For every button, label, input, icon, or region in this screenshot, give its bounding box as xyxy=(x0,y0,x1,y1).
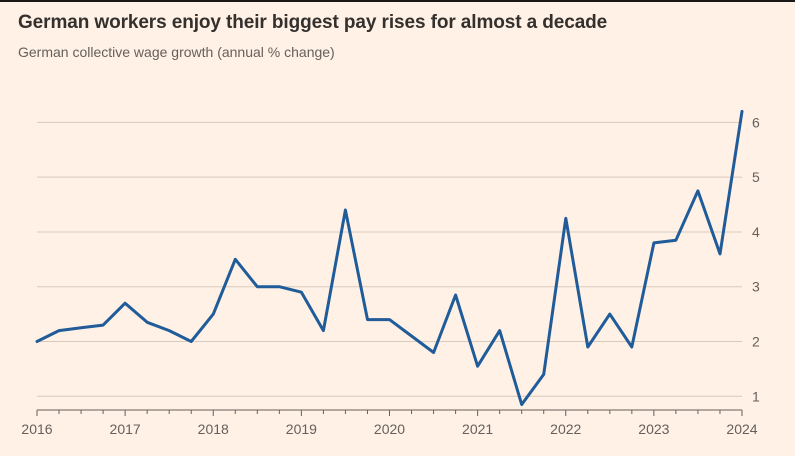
x-axis-tick-label: 2019 xyxy=(286,421,317,437)
y-axis-tick-label: 1 xyxy=(752,388,760,404)
wage-growth-line-chart: 1 2 3 4 5 6 2016 2017 2018 2019 2020 2021 2022 2023 20… xyxy=(21,109,760,437)
chart-area: 1 2 3 4 5 6 2016 2017 2018 2019 2020 2021 2022 2023 20… xyxy=(0,65,795,450)
y-axis-tick-label: 4 xyxy=(752,224,760,240)
x-axis-tick-label: 2021 xyxy=(462,421,493,437)
y-axis-tick-label: 5 xyxy=(752,169,760,185)
y-axis-tick-label: 2 xyxy=(752,333,760,349)
x-axis-tick-label: 2020 xyxy=(374,421,405,437)
chart-title: German workers enjoy their biggest pay r… xyxy=(18,12,608,33)
wage-growth-series-line xyxy=(35,109,744,406)
x-axis-tick-label: 2024 xyxy=(726,421,757,437)
top-border-rule xyxy=(0,0,795,2)
chart-subtitle: German collective wage growth (annual % … xyxy=(18,43,335,60)
x-axis-tick-label: 2022 xyxy=(550,421,581,437)
x-axis-tick-label: 2023 xyxy=(638,421,669,437)
y-axis-tick-label: 6 xyxy=(752,114,760,130)
x-axis-tick-label: 2018 xyxy=(198,421,229,437)
x-axis-tick-label: 2016 xyxy=(21,421,52,437)
chart-header: German workers enjoy their biggest pay r… xyxy=(0,2,795,61)
x-axis-tick-label: 2017 xyxy=(110,421,141,437)
y-axis-tick-label: 3 xyxy=(752,278,760,294)
